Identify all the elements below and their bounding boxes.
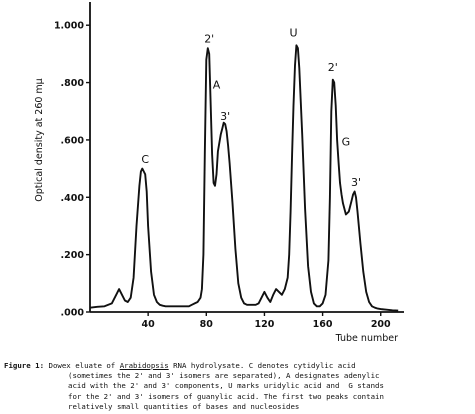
- absorbance-trace: [89, 44, 399, 312]
- x-tick-label: 200: [371, 319, 391, 330]
- y-tick-label: .000: [61, 308, 85, 319]
- peak-label: 3': [220, 110, 230, 123]
- x-tick-label: 160: [313, 319, 333, 330]
- peak-label: C: [141, 153, 149, 166]
- peak-label: U: [289, 27, 297, 40]
- peak-label: 2': [204, 32, 214, 45]
- y-tick-label: .400: [61, 193, 85, 204]
- chromatogram-chart: .000 .200 .400 .600 .800 1.000 40 80 120 160 200 C…: [34, 2, 404, 344]
- y-axis-label: Optical density at 260 mμ: [34, 78, 45, 201]
- caption-species: Arabidopsis: [119, 361, 169, 370]
- y-tick-label: .800: [61, 78, 85, 89]
- chart-axes: [89, 2, 404, 313]
- x-axis-label: Tube number: [335, 333, 398, 344]
- caption-line1-start: Dowex eluate of: [48, 361, 120, 370]
- caption-line1-end: RNA hydrolysate. C denotes cytidylic aci…: [168, 361, 356, 370]
- x-tick-label: 120: [255, 319, 275, 330]
- y-tick-label: 1.000: [54, 21, 84, 32]
- chart-series: [89, 44, 399, 312]
- caption-line-4: for the 2' and 3' isomers of guanylic ac…: [68, 391, 384, 401]
- chart-ticks: .000 .200 .400 .600 .800 1.000 40 80 120 160 200: [54, 21, 391, 330]
- x-tick-label: 80: [200, 319, 214, 330]
- y-tick-label: .600: [61, 135, 85, 146]
- peak-label: G: [342, 136, 351, 149]
- figure-caption: Figure 1: Dowex eluate of Arabidopsis RN…: [4, 361, 472, 412]
- peak-label: A: [213, 78, 221, 91]
- peak-label: 3': [351, 176, 361, 189]
- chart-peak-labels: C 2' A 3' U 2' G 3': [141, 27, 361, 189]
- caption-line-5: relatively small quantities of bases and…: [68, 401, 300, 411]
- caption-label: Figure 1:: [4, 361, 45, 370]
- peak-label: 2': [328, 61, 338, 74]
- caption-line-2: (sometimes the 2' and 3' isomers are sep…: [68, 371, 380, 381]
- caption-line-1: Figure 1: Dowex eluate of Arabidopsis RN…: [4, 361, 472, 371]
- y-tick-label: .200: [61, 250, 85, 261]
- caption-line-3: acid with the 2' and 3' components, U ma…: [68, 381, 384, 391]
- x-tick-label: 40: [142, 319, 156, 330]
